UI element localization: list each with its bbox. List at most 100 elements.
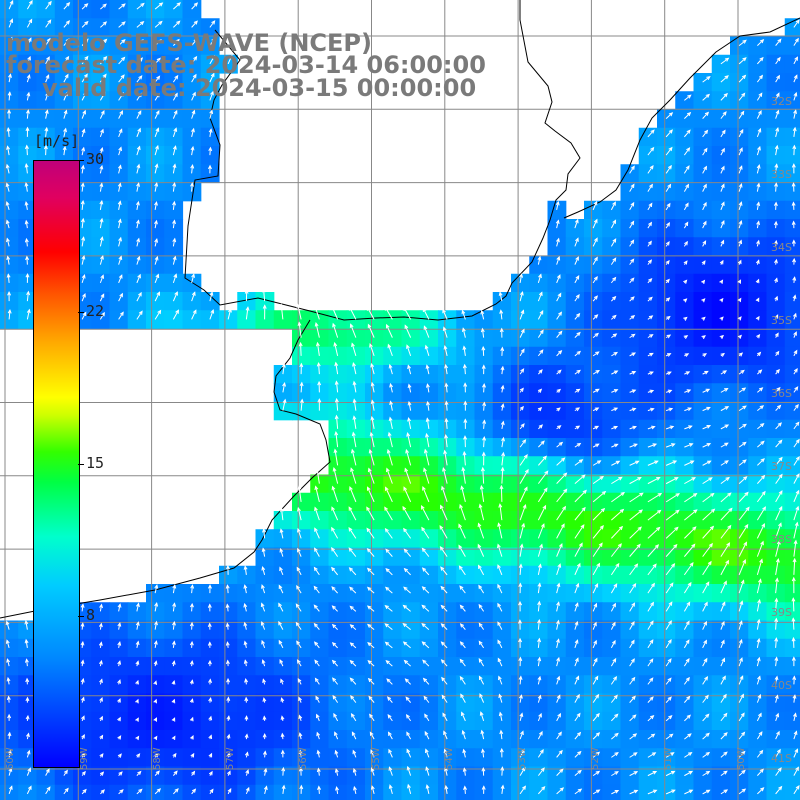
wind-arrow (574, 218, 579, 229)
wind-cell (565, 565, 585, 585)
wind-arrow (702, 240, 707, 247)
wind-arrow (136, 770, 142, 776)
wind-cell (0, 693, 19, 713)
wind-cell (127, 292, 147, 311)
wind-arrow (791, 656, 796, 667)
wind-cell (602, 547, 622, 567)
wind-cell (492, 584, 512, 603)
wind-cell (675, 273, 695, 293)
wind-arrow (647, 352, 654, 357)
lat-label: 34S (771, 241, 792, 254)
wind-arrow (26, 74, 31, 83)
wind-arrow (385, 548, 393, 557)
wind-cell (164, 237, 184, 257)
wind-arrow (298, 766, 303, 776)
wind-arrow (100, 38, 108, 46)
wind-arrow (499, 484, 504, 502)
wind-cell (219, 620, 238, 640)
wind-cell (547, 748, 567, 768)
wind-arrow (665, 543, 678, 557)
wind-cell (237, 310, 257, 330)
wind-cell (310, 511, 330, 530)
wind-cell (730, 273, 749, 293)
wind-cell (529, 638, 549, 658)
wind-cell (146, 273, 165, 293)
wind-arrow (774, 637, 779, 648)
wind-arrow (756, 351, 762, 357)
wind-arrow (775, 767, 782, 776)
wind-arrow (171, 698, 176, 704)
wind-arrow (424, 713, 430, 722)
wind-arrow (189, 621, 194, 630)
wind-arrow (367, 323, 375, 338)
wind-arrow (556, 694, 561, 703)
wind-arrow (422, 307, 430, 320)
wind-cell (18, 748, 38, 768)
wind-arrow (421, 586, 430, 594)
wind-arrow (478, 658, 485, 667)
wind-arrow (683, 581, 692, 594)
wind-arrow (80, 603, 85, 612)
wind-cell (529, 456, 549, 476)
wind-arrow (191, 2, 199, 10)
wind-cell (675, 693, 695, 713)
wind-cell (255, 565, 275, 585)
wind-arrow (226, 733, 231, 740)
wind-arrow (282, 382, 286, 393)
wind-arrow (331, 623, 338, 630)
wind-arrow (720, 770, 728, 777)
wind-cell (766, 109, 786, 129)
wind-arrow (702, 477, 713, 485)
wind-arrow (793, 91, 798, 101)
wind-arrow (154, 291, 161, 302)
wind-arrow (738, 638, 743, 649)
wind-arrow (334, 380, 339, 393)
lon-label: 56W (298, 747, 309, 770)
wind-arrow (387, 714, 393, 722)
wind-cell (730, 292, 749, 311)
wind-arrow (592, 621, 597, 630)
wind-arrow (423, 448, 430, 466)
wind-cell (565, 784, 585, 800)
wind-arrow (81, 20, 89, 28)
wind-cell (492, 657, 512, 676)
wind-arrow (482, 383, 486, 393)
wind-cell (182, 146, 202, 165)
wind-cell (383, 675, 403, 695)
wind-arrow (793, 712, 797, 721)
wind-arrow (460, 485, 466, 502)
wind-arrow (99, 274, 105, 284)
wind-arrow (738, 352, 744, 357)
wind-arrow (792, 694, 797, 703)
wind-arrow (349, 605, 357, 612)
wind-cell (584, 657, 603, 676)
wind-arrow (154, 20, 163, 28)
wind-arrow (243, 621, 248, 630)
wind-arrow (172, 584, 177, 594)
wind-cell (766, 237, 786, 257)
wind-cell (273, 602, 293, 622)
wind-cell (565, 237, 585, 257)
wind-cell (730, 146, 749, 165)
wind-arrow (8, 55, 13, 65)
wind-arrow (498, 291, 503, 302)
wind-arrow (439, 524, 448, 539)
wind-cell (748, 73, 768, 92)
wind-arrow (629, 526, 642, 539)
wind-arrow (117, 660, 122, 667)
wind-arrow (538, 424, 544, 430)
wind-cell (784, 146, 800, 165)
wind-arrow (153, 660, 158, 667)
wind-arrow (499, 747, 504, 758)
wind-arrow (720, 712, 728, 722)
wind-arrow (629, 460, 640, 466)
wind-cell (182, 182, 202, 202)
wind-arrow (332, 466, 339, 484)
wind-arrow (24, 181, 29, 192)
wind-arrow (629, 509, 643, 521)
wind-arrow (404, 467, 412, 484)
wind-arrow (369, 731, 375, 740)
wind-arrow (136, 788, 143, 795)
